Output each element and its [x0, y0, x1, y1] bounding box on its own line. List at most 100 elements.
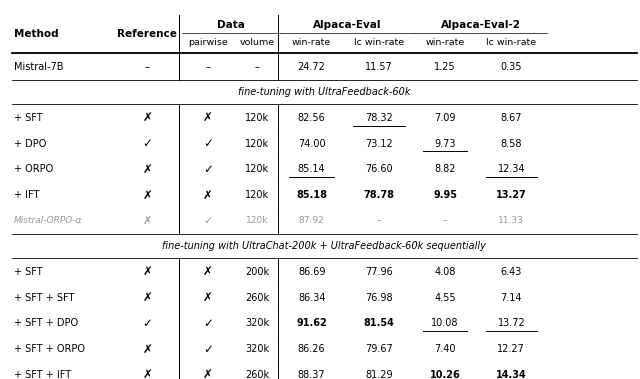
Text: 1.25: 1.25 — [435, 62, 456, 72]
Text: 7.40: 7.40 — [435, 344, 456, 354]
Text: + SFT: + SFT — [14, 113, 43, 123]
Text: + SFT + ORPO: + SFT + ORPO — [14, 344, 85, 354]
Text: ✗: ✗ — [143, 216, 152, 226]
Text: ✗: ✗ — [142, 189, 152, 202]
Text: 10.26: 10.26 — [429, 370, 461, 379]
Text: Mistral-7B: Mistral-7B — [14, 62, 63, 72]
Text: 76.98: 76.98 — [365, 293, 393, 302]
Text: 8.67: 8.67 — [500, 113, 522, 123]
Text: 81.29: 81.29 — [365, 370, 393, 379]
Text: 320k: 320k — [245, 318, 269, 328]
Text: Method: Method — [14, 29, 59, 39]
Text: –: – — [205, 62, 211, 72]
Text: 24.72: 24.72 — [298, 62, 326, 72]
Text: + IFT: + IFT — [14, 190, 40, 200]
Text: 260k: 260k — [245, 293, 269, 302]
Text: 6.43: 6.43 — [500, 267, 522, 277]
Text: 86.26: 86.26 — [298, 344, 326, 354]
Text: 78.78: 78.78 — [364, 190, 394, 200]
Text: + SFT + SFT: + SFT + SFT — [14, 293, 74, 302]
Text: + SFT + IFT: + SFT + IFT — [14, 370, 71, 379]
Text: lc win-rate: lc win-rate — [354, 38, 404, 47]
Text: 200k: 200k — [245, 267, 269, 277]
Text: ✗: ✗ — [203, 111, 213, 124]
Text: ✗: ✗ — [142, 265, 152, 278]
Text: Reference: Reference — [117, 29, 177, 39]
Text: 260k: 260k — [245, 370, 269, 379]
Text: win-rate: win-rate — [292, 38, 332, 47]
Text: Mistral-ORPO-α: Mistral-ORPO-α — [14, 216, 83, 226]
Text: ✗: ✗ — [203, 189, 213, 202]
Text: Alpaca-Eval: Alpaca-Eval — [313, 20, 382, 30]
Text: ✗: ✗ — [142, 111, 152, 124]
Text: + SFT + DPO: + SFT + DPO — [14, 318, 78, 328]
Text: 10.08: 10.08 — [431, 318, 459, 328]
Text: 120k: 120k — [245, 113, 269, 123]
Text: 82.56: 82.56 — [298, 113, 326, 123]
Text: 11.57: 11.57 — [365, 62, 393, 72]
Text: 13.72: 13.72 — [497, 318, 525, 328]
Text: + ORPO: + ORPO — [14, 164, 53, 174]
Text: 120k: 120k — [245, 139, 269, 149]
Text: 73.12: 73.12 — [365, 139, 393, 149]
Text: 12.34: 12.34 — [497, 164, 525, 174]
Text: 87.92: 87.92 — [299, 216, 324, 226]
Text: 9.73: 9.73 — [435, 139, 456, 149]
Text: ✓: ✓ — [142, 317, 152, 330]
Text: ✓: ✓ — [203, 343, 213, 356]
Text: ✓: ✓ — [142, 137, 152, 150]
Text: Alpaca-Eval-2: Alpaca-Eval-2 — [441, 20, 521, 30]
Text: ✗: ✗ — [142, 163, 152, 176]
Text: 13.27: 13.27 — [496, 190, 527, 200]
Text: ✓: ✓ — [203, 137, 213, 150]
Text: 79.67: 79.67 — [365, 344, 393, 354]
Text: –: – — [145, 62, 150, 72]
Text: –: – — [376, 216, 381, 226]
Text: 86.69: 86.69 — [298, 267, 325, 277]
Text: ✓: ✓ — [203, 317, 213, 330]
Text: 78.32: 78.32 — [365, 113, 393, 123]
Text: –: – — [255, 62, 260, 72]
Text: volume: volume — [240, 38, 275, 47]
Text: –: – — [443, 216, 447, 226]
Text: ✗: ✗ — [203, 265, 213, 278]
Text: 86.34: 86.34 — [298, 293, 325, 302]
Text: 77.96: 77.96 — [365, 267, 393, 277]
Text: 91.62: 91.62 — [296, 318, 327, 328]
Text: 0.35: 0.35 — [500, 62, 522, 72]
Text: 7.09: 7.09 — [435, 113, 456, 123]
Text: 12.27: 12.27 — [497, 344, 525, 354]
Text: 81.54: 81.54 — [364, 318, 394, 328]
Text: 120k: 120k — [245, 164, 269, 174]
Text: pairwise: pairwise — [188, 38, 228, 47]
Text: ✓: ✓ — [204, 216, 212, 226]
Text: ✗: ✗ — [142, 343, 152, 356]
Text: 11.33: 11.33 — [499, 216, 524, 226]
Text: Data: Data — [217, 20, 245, 30]
Text: ✗: ✗ — [142, 368, 152, 379]
Text: 7.14: 7.14 — [500, 293, 522, 302]
Text: win-rate: win-rate — [426, 38, 465, 47]
Text: 8.58: 8.58 — [500, 139, 522, 149]
Text: lc win-rate: lc win-rate — [486, 38, 536, 47]
Text: 74.00: 74.00 — [298, 139, 326, 149]
Text: ✗: ✗ — [142, 291, 152, 304]
Text: 8.82: 8.82 — [435, 164, 456, 174]
Text: 9.95: 9.95 — [433, 190, 457, 200]
Text: 76.60: 76.60 — [365, 164, 393, 174]
Text: ✗: ✗ — [203, 368, 213, 379]
Text: ✗: ✗ — [203, 291, 213, 304]
Text: 88.37: 88.37 — [298, 370, 326, 379]
Text: 4.08: 4.08 — [435, 267, 456, 277]
Text: + SFT: + SFT — [14, 267, 43, 277]
Text: 85.18: 85.18 — [296, 190, 327, 200]
Text: 4.55: 4.55 — [435, 293, 456, 302]
Text: 120k: 120k — [245, 190, 269, 200]
Text: + DPO: + DPO — [14, 139, 47, 149]
Text: 120k: 120k — [246, 216, 268, 226]
Text: fine-tuning with UltraChat-200k + UltraFeedback-60k sequentially: fine-tuning with UltraChat-200k + UltraF… — [162, 241, 486, 251]
Text: 14.34: 14.34 — [496, 370, 527, 379]
Text: ✓: ✓ — [203, 163, 213, 176]
Text: fine-tuning with UltraFeedback-60k: fine-tuning with UltraFeedback-60k — [238, 88, 410, 97]
Text: 85.14: 85.14 — [298, 164, 326, 174]
